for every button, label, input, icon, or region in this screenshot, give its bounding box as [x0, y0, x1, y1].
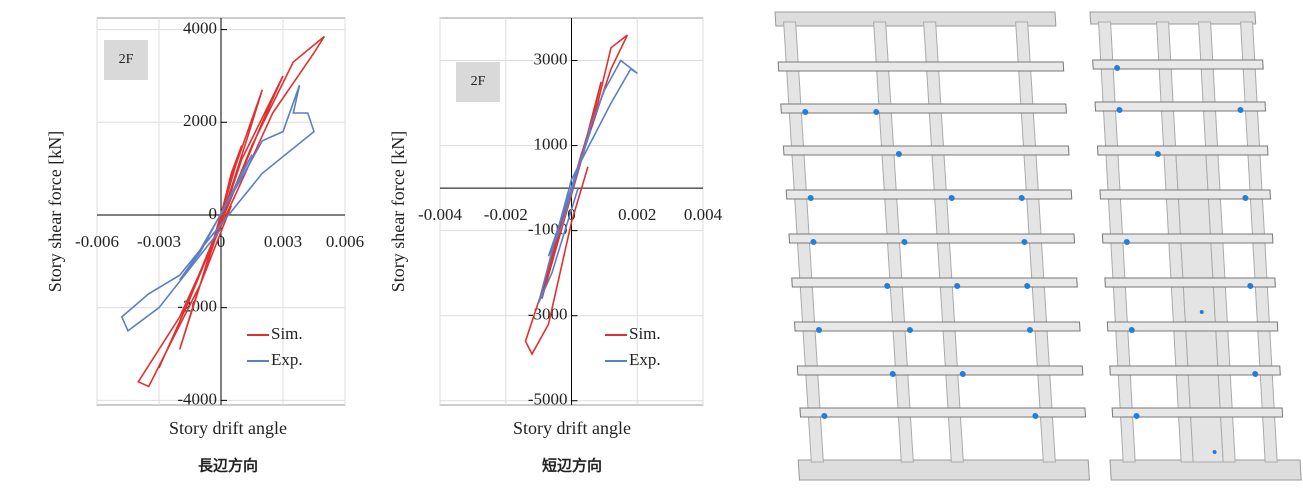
y-tick-label: 1000: [534, 134, 568, 153]
x-tick-label: -0.003: [137, 232, 181, 251]
y-axis-title: Story shear force [kN]: [45, 131, 65, 292]
y-tick-label: 2000: [183, 111, 217, 130]
x-axis-title: Story drift angle: [169, 418, 287, 438]
series-line: [539, 61, 638, 303]
legend-label: Exp.: [271, 350, 303, 369]
legend-label: Sim.: [271, 324, 303, 343]
y-tick-label: -4000: [177, 389, 217, 408]
legend-label: Exp.: [629, 350, 661, 369]
y-axis-title: Story shear force [kN]: [388, 131, 408, 292]
x-tick-label: -0.002: [484, 205, 528, 224]
x-tick-label: 0.003: [264, 232, 302, 251]
annotation: 2F: [471, 74, 486, 89]
y-tick-label: 3000: [534, 49, 568, 68]
x-tick-label: -0.004: [418, 205, 462, 224]
y-tick-label: 0: [209, 204, 218, 223]
x-tick-label: 0.002: [618, 205, 656, 224]
figure: -0.006-0.00300.0030.006-4000-20000200040…: [0, 0, 1303, 495]
frame-model-long: [770, 12, 1089, 480]
frame-model-short: [1085, 12, 1301, 480]
caption: 長辺方向: [198, 457, 258, 475]
x-tick-label: 0.004: [684, 205, 723, 224]
x-tick-label: -0.006: [75, 232, 119, 251]
y-tick-label: -5000: [528, 390, 568, 409]
annotation: 2F: [119, 52, 134, 67]
legend-label: Sim.: [629, 324, 661, 343]
x-tick-label: 0.006: [326, 232, 364, 251]
caption: 短辺方向: [542, 457, 602, 475]
x-axis-title: Story drift angle: [513, 418, 631, 438]
y-tick-label: 4000: [183, 18, 217, 37]
